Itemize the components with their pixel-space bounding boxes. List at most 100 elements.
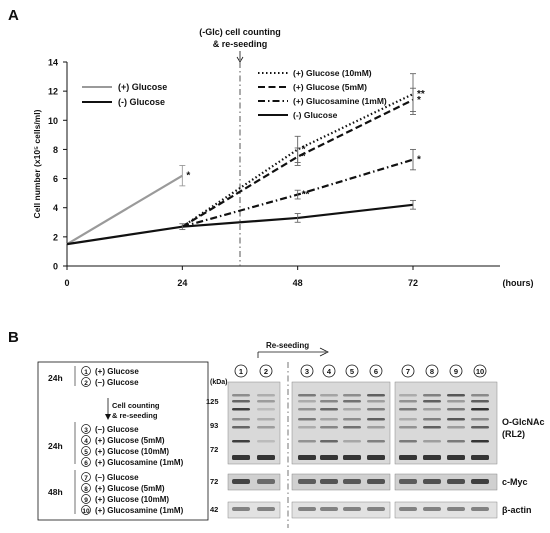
lane-number: 10 — [82, 508, 90, 515]
reseeding-label: Re-seeding — [266, 341, 309, 350]
rl2-band — [232, 418, 250, 421]
reseeding-arrowhead — [319, 347, 329, 357]
treatment-label: (+) Glucosamine (1mM) — [95, 458, 184, 467]
lane-number: 8 — [84, 486, 88, 493]
treatment-label: (–) Glucose — [95, 425, 139, 434]
blot-bands — [232, 394, 489, 511]
x-tick-label: 48 — [293, 278, 303, 288]
rl2-band — [423, 455, 441, 460]
cmyc-blot-3 — [394, 473, 498, 491]
y-tick-label: 10 — [48, 116, 58, 126]
lane-number-circle — [81, 366, 91, 376]
lane-circle — [369, 364, 383, 378]
cmyc-band — [298, 479, 316, 484]
cmyc-band — [471, 479, 489, 484]
rl2-band — [320, 418, 338, 421]
actin-band — [423, 507, 441, 511]
rl2-band — [471, 426, 489, 429]
lane-label: 6 — [374, 367, 378, 376]
rl2-blot-1 — [227, 381, 281, 465]
rl2-band — [232, 426, 250, 429]
legend-label-plus-glucose: (+) Glucose — [118, 82, 167, 92]
significance-marker: * — [302, 152, 306, 163]
rl2-band — [367, 440, 385, 443]
rl2-band — [232, 408, 250, 411]
lane-label: 3 — [305, 367, 309, 376]
lane-number: 3 — [84, 427, 88, 434]
y-tick-label: 14 — [48, 58, 58, 68]
rl2-band — [232, 400, 250, 403]
series-line — [66, 174, 183, 246]
rl2-band — [367, 418, 385, 421]
panel-a-label: A — [8, 7, 19, 24]
treatment-label: (–) Glucose — [95, 473, 139, 482]
actin-band — [320, 507, 338, 511]
lane-label: 1 — [239, 367, 243, 376]
cmyc-band — [343, 479, 361, 484]
rl2-band — [298, 418, 316, 421]
treatment-label: (+) Glucosamine (1mM) — [95, 506, 184, 515]
rl2-band — [343, 400, 361, 403]
rl2-band — [320, 440, 338, 443]
x-tick-label: 0 — [64, 278, 69, 288]
rl2-band — [471, 408, 489, 411]
rl2-band — [257, 426, 275, 429]
significance-marker: * — [302, 144, 306, 155]
x-unit-label: (hours) — [503, 278, 534, 288]
rl2-band — [298, 455, 316, 460]
lane-number: 2 — [84, 380, 88, 387]
rl2-band — [343, 408, 361, 411]
x-tick-label: 24 — [177, 278, 187, 288]
rl2-band — [298, 400, 316, 403]
rl2-band — [367, 426, 385, 429]
rl2-band — [399, 426, 417, 429]
annotation-line1: (-Glc) cell counting — [199, 27, 281, 37]
rl2-band — [399, 455, 417, 460]
treatment-legend: 24h Cell counting & re-seeding 24h 48h 1… — [37, 361, 209, 521]
cmyc-blot-2 — [291, 473, 391, 491]
lane-label: 10 — [476, 367, 484, 376]
significance-marker: * — [417, 155, 421, 166]
marker-42: 42 — [210, 505, 218, 514]
lane-number-circle — [81, 377, 91, 387]
actin-band — [343, 507, 361, 511]
cmyc-band — [447, 479, 465, 484]
y-tick-label: 12 — [48, 87, 58, 97]
rl2-band — [471, 400, 489, 403]
rl2-band — [367, 400, 385, 403]
legend-label-minus-glucose: (-) Glucose — [118, 97, 165, 107]
rl2-band — [320, 400, 338, 403]
annotation-line2: & re-seeding — [213, 39, 268, 49]
rl2-band — [471, 455, 489, 460]
cmyc-band — [257, 479, 275, 484]
step-arrowhead — [105, 414, 111, 420]
rl2-band — [257, 440, 275, 443]
rl2-band — [399, 418, 417, 421]
lane-label: 9 — [454, 367, 458, 376]
rl2-band — [447, 440, 465, 443]
actin-blot-3 — [394, 501, 498, 519]
rl2-band — [471, 418, 489, 421]
legend-left: (+) Glucose (-) Glucose — [82, 82, 167, 107]
marker-125: 125 — [206, 397, 219, 406]
legend-label-glucose-5mm: (+) Glucose (5mM) — [293, 82, 367, 92]
legend-items: 1 (+) Glucose 2 (–) Glucose 3 (–) Glucose 4 (+)… — [81, 366, 184, 515]
rl2-band — [257, 455, 275, 460]
lane-number: 7 — [84, 475, 88, 482]
cmyc-band — [232, 479, 250, 484]
lane-number: 9 — [84, 497, 88, 504]
rl2-band — [399, 408, 417, 411]
actin-band — [471, 507, 489, 511]
rl2-band — [343, 394, 361, 397]
lane-number: 4 — [84, 438, 88, 445]
y-ticks: 0 2 4 6 8 10 12 14 — [48, 58, 67, 272]
rl2-band — [257, 418, 275, 421]
rl2-band — [423, 408, 441, 411]
lane-number-circle — [81, 446, 91, 456]
rl2-band — [367, 455, 385, 460]
rl2-band — [399, 440, 417, 443]
lane-number: 6 — [84, 460, 88, 467]
treatment-label: (+) Glucose (10mM) — [95, 495, 169, 504]
rl2-band — [343, 418, 361, 421]
